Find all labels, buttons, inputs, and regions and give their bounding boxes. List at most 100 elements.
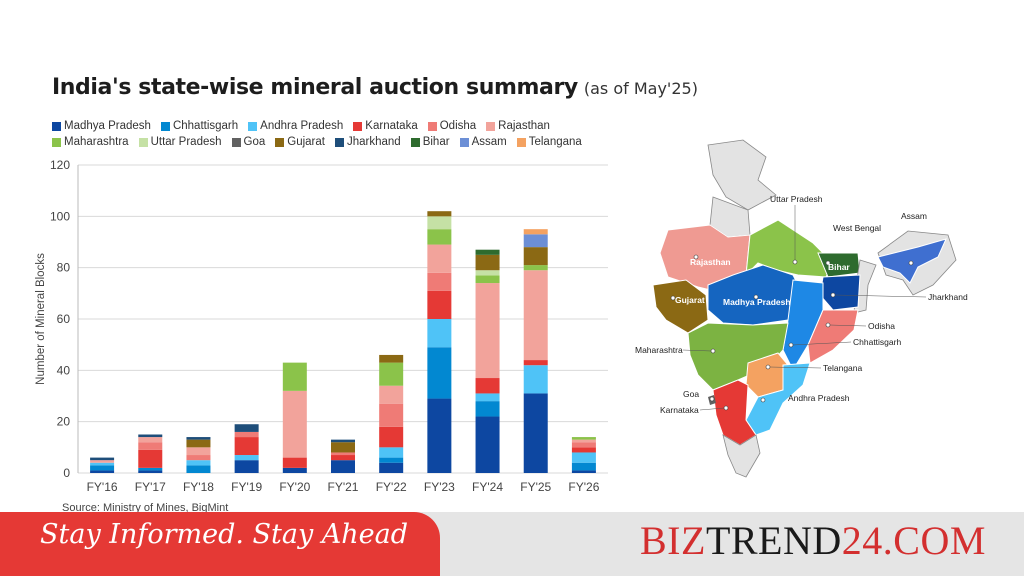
map-label-rajasthan: Rajasthan — [690, 257, 731, 267]
map-label-odisha: Odisha — [868, 321, 895, 331]
map-label-telangana: Telangana — [823, 363, 863, 373]
bar-segment-odisha — [186, 455, 211, 461]
bar-segment-madhya-pradesh — [379, 462, 404, 473]
bar-segment-chhattisgarh — [90, 465, 115, 471]
tagline-text: Stay Informed. Stay Ahead — [40, 519, 409, 550]
y-tick-label: 60 — [57, 312, 71, 326]
legend-swatch — [486, 121, 496, 131]
bar-segment-madhya-pradesh — [427, 398, 452, 473]
legend-label: Telangana — [528, 136, 582, 148]
bar-segment-assam — [523, 234, 548, 248]
map-label-jharkhand: Jharkhand — [928, 292, 968, 302]
legend-label: Gujarat — [287, 136, 325, 148]
brand-logo[interactable]: BIZTREND24.COM — [640, 517, 986, 564]
bar-segment-rajasthan — [138, 437, 163, 443]
bar-segment-chhattisgarh — [379, 457, 404, 463]
legend-label: Rajasthan — [498, 120, 550, 132]
bar-segment-rajasthan — [186, 447, 211, 456]
legend-swatch — [52, 137, 61, 147]
legend-swatch — [138, 137, 148, 147]
bar-segment-jharkhand — [90, 457, 115, 461]
x-tick-label: FY'21 — [328, 480, 359, 494]
bar-segment-karnataka — [379, 426, 404, 448]
x-tick-label: FY'24 — [472, 480, 503, 494]
legend-swatch — [248, 121, 258, 131]
tagline-banner — [0, 512, 440, 576]
bar-segment-karnataka — [234, 437, 259, 456]
brand-part-3: 24.COM — [841, 518, 986, 563]
bar-segment-madhya-pradesh — [282, 467, 307, 473]
bar-segment-karnataka — [523, 360, 548, 366]
legend: Madhya Pradesh Chhattisgarh Andhra Pradesh… — [52, 120, 612, 148]
map-state-odisha — [807, 309, 859, 364]
bar-segment-andhra-pradesh — [475, 393, 500, 402]
map-label-chhattisgarh: Chhattisgarh — [853, 337, 901, 347]
x-tick-label: FY'19 — [231, 480, 262, 494]
bar-segment-andhra-pradesh — [523, 365, 548, 394]
bar-segment-madhya-pradesh — [331, 460, 355, 473]
bar-segment-gujarat — [186, 439, 211, 448]
legend-item-telangana: Telangana — [516, 136, 582, 148]
bar-segment-andhra-pradesh — [379, 447, 404, 458]
bar-segment-madhya-pradesh — [90, 470, 115, 473]
map-label-maharashtra: Maharashtra — [635, 345, 683, 355]
x-tick-label: FY'22 — [376, 480, 407, 494]
bar-segment-rajasthan — [475, 283, 500, 379]
x-tick-label: FY'25 — [520, 480, 551, 494]
legend-item-bihar: Bihar — [410, 136, 450, 148]
legend-label: Chhattisgarh — [172, 120, 239, 132]
bar-segment-maharashtra — [571, 437, 596, 440]
bar-segment-andhra-pradesh — [186, 460, 211, 466]
map-label-goa: Goa — [683, 389, 699, 399]
x-tick-label: FY'16 — [87, 480, 118, 494]
legend-label: Karnataka — [365, 120, 418, 132]
legend-swatch — [275, 137, 285, 147]
y-axis-label: Number of Mineral Blocks — [35, 253, 47, 385]
source-note: Source: Ministry of Mines, BigMint — [62, 502, 229, 514]
legend-label: Odisha — [439, 120, 477, 132]
map-state-jharkhand — [819, 274, 861, 311]
bar-segment-gujarat — [475, 254, 500, 271]
legend-item-rajasthan: Rajasthan — [486, 120, 550, 132]
bar-segment-madhya-pradesh — [234, 460, 259, 473]
chart-title: India's state-wise mineral auction summa… — [52, 75, 578, 100]
legend-swatch — [160, 121, 170, 131]
map-label-west-bengal: West Bengal — [833, 223, 881, 233]
brand-part-2: TREND — [705, 518, 842, 563]
brand-part-1: BIZ — [640, 518, 706, 563]
bar-segment-gujarat — [427, 211, 452, 217]
map-state-north — [707, 139, 777, 211]
bar-segment-jharkhand — [234, 424, 259, 432]
bar-segment-karnataka — [282, 457, 307, 468]
legend-item-andhra-pradesh: Andhra Pradesh — [248, 120, 343, 132]
bar-segment-uttar-pradesh — [427, 216, 452, 230]
map-state-andhra-pradesh — [745, 362, 811, 436]
bar-segment-chhattisgarh — [138, 467, 163, 471]
bar-segment-andhra-pradesh — [90, 462, 115, 466]
legend-item-goa: Goa — [231, 136, 265, 148]
bar-segment-madhya-pradesh — [523, 393, 548, 473]
bar-segment-rajasthan — [427, 244, 452, 273]
legend-swatch — [231, 137, 241, 147]
legend-label: Uttar Pradesh — [150, 136, 222, 148]
bar-segment-maharashtra — [523, 265, 548, 271]
bar-segment-karnataka — [138, 449, 163, 468]
y-tick-label: 0 — [63, 466, 70, 480]
bar-segment-odisha — [234, 431, 259, 438]
legend-item-uttar-pradesh: Uttar Pradesh — [138, 136, 222, 148]
legend-label: Bihar — [422, 136, 450, 148]
map-label-madhya-pradesh: Madhya Pradesh — [723, 297, 791, 307]
bar-segment-uttar-pradesh — [475, 270, 500, 276]
legend-swatch — [334, 137, 344, 147]
map-label-bihar: Bihar — [828, 262, 850, 272]
bar-segment-maharashtra — [282, 362, 307, 391]
x-tick-label: FY'20 — [279, 480, 310, 494]
bar-segment-rajasthan — [282, 390, 307, 458]
legend-label: Andhra Pradesh — [260, 120, 344, 132]
legend-label: Jharkhand — [346, 136, 401, 148]
map-state-gujarat — [652, 279, 709, 334]
legend-item-karnataka: Karnataka — [353, 120, 418, 132]
bar-segment-andhra-pradesh — [427, 319, 452, 348]
map-label-andhra-pradesh: Andhra Pradesh — [788, 393, 850, 403]
bar-segment-chhattisgarh — [186, 465, 211, 473]
